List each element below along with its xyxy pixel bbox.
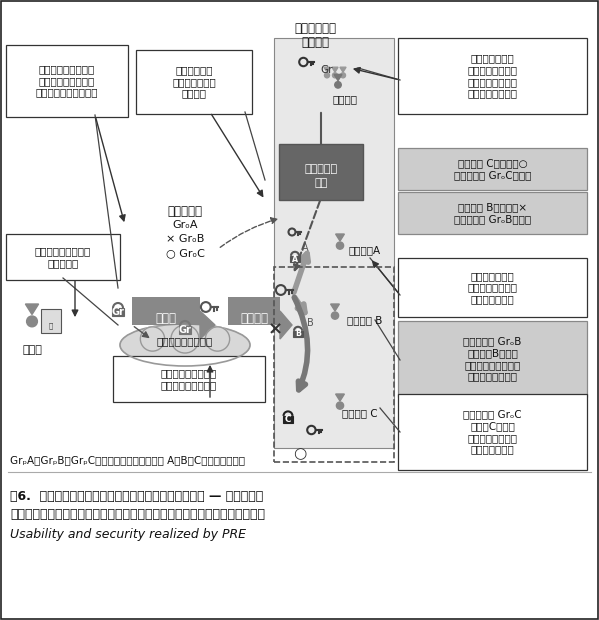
Circle shape	[340, 73, 346, 78]
Text: ×: ×	[267, 320, 283, 338]
Text: ストレージ上の
データはそのまま
なのでメンバーの
追加や削除が容易: ストレージ上の データはそのまま なのでメンバーの 追加や削除が容易	[467, 53, 518, 99]
Text: 一つの鍵で済むので
管理が容易: 一つの鍵で済むので 管理が容易	[35, 246, 91, 268]
Text: 暗号化したまま鍵を
付け替えられるので
処理を委託しても安全: 暗号化したまま鍵を 付け替えられるので 処理を委託しても安全	[36, 64, 98, 97]
FancyBboxPatch shape	[179, 326, 191, 334]
Text: A: A	[292, 254, 298, 264]
Ellipse shape	[120, 324, 250, 366]
Polygon shape	[335, 234, 344, 241]
FancyBboxPatch shape	[398, 192, 587, 234]
Text: プロジェクト: プロジェクト	[294, 22, 336, 35]
FancyBboxPatch shape	[398, 394, 587, 470]
Text: A: A	[302, 243, 308, 253]
Text: メンバー B: メンバー B	[347, 315, 383, 325]
Text: B: B	[307, 318, 313, 328]
Text: 再暗号化鍵: 再暗号化鍵	[168, 205, 202, 218]
Polygon shape	[200, 311, 215, 339]
Text: 秘: 秘	[49, 322, 53, 329]
Text: GrₚA，GrₚB，GrₚC：グループからメンバー A，B，Cへの再暗号化鍵: GrₚA，GrₚB，GrₚC：グループからメンバー A，B，Cへの再暗号化鍵	[10, 455, 245, 465]
Polygon shape	[280, 311, 292, 339]
FancyBboxPatch shape	[6, 234, 120, 280]
Circle shape	[335, 82, 341, 88]
FancyBboxPatch shape	[132, 297, 200, 325]
Text: Gr: Gr	[320, 65, 332, 75]
Text: メンバーA: メンバーA	[349, 245, 381, 255]
Text: グループ: グループ	[301, 36, 329, 49]
FancyBboxPatch shape	[398, 38, 587, 114]
FancyBboxPatch shape	[279, 144, 363, 200]
Text: データは常に暗号化
されているので安全: データは常に暗号化 されているので安全	[161, 368, 217, 390]
Text: 自分の鍵だけを
持っていればよい
ので管理が容易: 自分の鍵だけを 持っていればよい ので管理が容易	[467, 271, 518, 304]
Text: メンバー Bを削除：×
再暗号化鍵 GrₒBを削除: メンバー Bを削除：× 再暗号化鍵 GrₒBを削除	[454, 202, 531, 224]
Polygon shape	[331, 304, 340, 311]
FancyBboxPatch shape	[283, 416, 294, 423]
Text: クラウドストレージ: クラウドストレージ	[157, 336, 213, 346]
Text: リーダー: リーダー	[332, 94, 358, 104]
Text: ○ GrₒC: ○ GrₒC	[165, 248, 204, 258]
Text: Gr: Gr	[111, 307, 125, 317]
Circle shape	[325, 73, 329, 78]
Polygon shape	[340, 67, 346, 72]
Text: メンバー C: メンバー C	[342, 408, 378, 418]
FancyBboxPatch shape	[398, 148, 587, 190]
Text: ○: ○	[294, 446, 307, 461]
Polygon shape	[25, 304, 38, 314]
Text: 再暗号化鍵 GrₒC
によりCが復号
できるように鍵を
付け替えられる: 再暗号化鍵 GrₒC によりCが復号 できるように鍵を 付け替えられる	[463, 410, 522, 454]
Text: × GrₒB: × GrₒB	[166, 234, 204, 244]
Text: 再暗号化: 再暗号化	[240, 312, 268, 325]
Circle shape	[140, 327, 165, 351]
FancyBboxPatch shape	[398, 258, 587, 317]
Text: 再暗号化鍵 GrₒB
がないとBが復号
できるようには鍵を
付け替えられない: 再暗号化鍵 GrₒB がないとBが復号 できるようには鍵を 付け替えられない	[463, 337, 522, 381]
Text: 術を利用すると，利便性を下げることなく安全なデータ共有を実現できる。: 術を利用すると，利便性を下げることなく安全なデータ共有を実現できる。	[10, 508, 265, 521]
Text: 図6.  再暗号化技術による利便性とセキュリティの両立 — 再暗号化技: 図6. 再暗号化技術による利便性とセキュリティの両立 — 再暗号化技	[10, 490, 263, 503]
FancyBboxPatch shape	[228, 297, 280, 325]
Text: 再暗号化鍵: 再暗号化鍵	[304, 164, 338, 174]
FancyBboxPatch shape	[274, 38, 394, 448]
FancyBboxPatch shape	[293, 331, 303, 337]
Text: Usability and security realized by PRE: Usability and security realized by PRE	[10, 528, 246, 541]
Text: 生成: 生成	[314, 178, 328, 188]
Text: B: B	[295, 329, 301, 339]
Text: C: C	[285, 415, 291, 424]
Text: 取引先: 取引先	[22, 345, 42, 355]
Polygon shape	[324, 67, 330, 72]
Circle shape	[171, 325, 199, 353]
Circle shape	[337, 402, 344, 409]
Circle shape	[331, 312, 338, 319]
Circle shape	[332, 73, 337, 78]
FancyBboxPatch shape	[136, 50, 252, 114]
Polygon shape	[335, 394, 344, 401]
Text: GrₒA: GrₒA	[173, 220, 198, 230]
FancyBboxPatch shape	[290, 256, 300, 262]
FancyBboxPatch shape	[112, 308, 124, 316]
Circle shape	[26, 316, 37, 327]
FancyBboxPatch shape	[41, 309, 61, 333]
Polygon shape	[334, 74, 342, 81]
Text: メンバー間で
鍵を共有しない
ので安全: メンバー間で 鍵を共有しない ので安全	[172, 65, 216, 99]
FancyBboxPatch shape	[6, 45, 128, 117]
Polygon shape	[332, 67, 338, 72]
FancyBboxPatch shape	[398, 321, 587, 397]
Text: 暗号化: 暗号化	[156, 312, 177, 325]
Text: メンバー Cを追加：○
再暗号化鍵 GrₒCを追加: メンバー Cを追加：○ 再暗号化鍵 GrₒCを追加	[454, 158, 531, 180]
Circle shape	[337, 242, 344, 249]
Circle shape	[205, 327, 229, 351]
FancyBboxPatch shape	[113, 356, 265, 402]
Text: Gr: Gr	[179, 325, 192, 335]
